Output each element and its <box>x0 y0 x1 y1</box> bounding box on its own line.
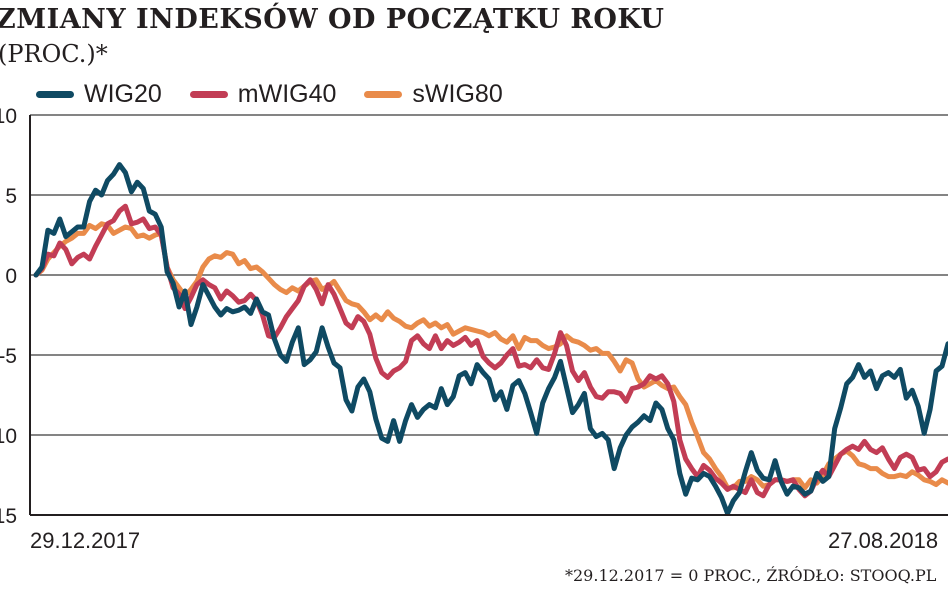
chart-subtitle: (PROC.)* <box>0 40 108 68</box>
source-footnote: *29.12.2017 = 0 PROC., ŹRÓDŁO: STOOQ.PL <box>565 566 937 585</box>
series-line-wig20 <box>33 162 948 516</box>
legend-label-mwig40: mWIG40 <box>237 80 337 108</box>
series-line-swig80 <box>33 221 948 491</box>
grid-lines <box>30 194 948 436</box>
y-tick-label: -15 <box>0 505 17 528</box>
series-lines <box>33 162 948 516</box>
x-axis-labels: 29.12.2017 27.08.2018 <box>30 528 938 553</box>
legend-item-swig80: sWIG80 <box>364 80 503 109</box>
y-axis-ticks: 10 5 0 -5 -10 -15 <box>0 105 17 528</box>
y-tick-label: -10 <box>0 425 17 448</box>
chart-title: ZMIANY INDEKSÓW OD POCZĄTKU ROKU <box>0 4 665 35</box>
y-tick-label: 0 <box>5 265 17 288</box>
legend-swatch-wig20 <box>36 91 74 98</box>
y-tick-label: -5 <box>0 345 17 368</box>
y-tick-label: 5 <box>5 185 17 208</box>
legend-swatch-mwig40 <box>189 91 228 98</box>
series-line-mwig40 <box>33 203 948 499</box>
x-axis-label: 29.12.2017 <box>30 528 140 553</box>
x-axis-label: 27.08.2018 <box>828 528 938 553</box>
legend-item-mwig40: mWIG40 <box>189 80 337 109</box>
legend-label-wig20: WIG20 <box>84 80 162 108</box>
y-tick-label: 10 <box>0 105 17 128</box>
legend-item-wig20: WIG20 <box>36 80 162 109</box>
legend-swatch-swig80 <box>364 91 403 98</box>
chart-legend: WIG20 mWIG40 sWIG80 <box>36 80 503 109</box>
legend-label-swig80: sWIG80 <box>412 80 503 108</box>
plot-frame <box>29 114 948 516</box>
